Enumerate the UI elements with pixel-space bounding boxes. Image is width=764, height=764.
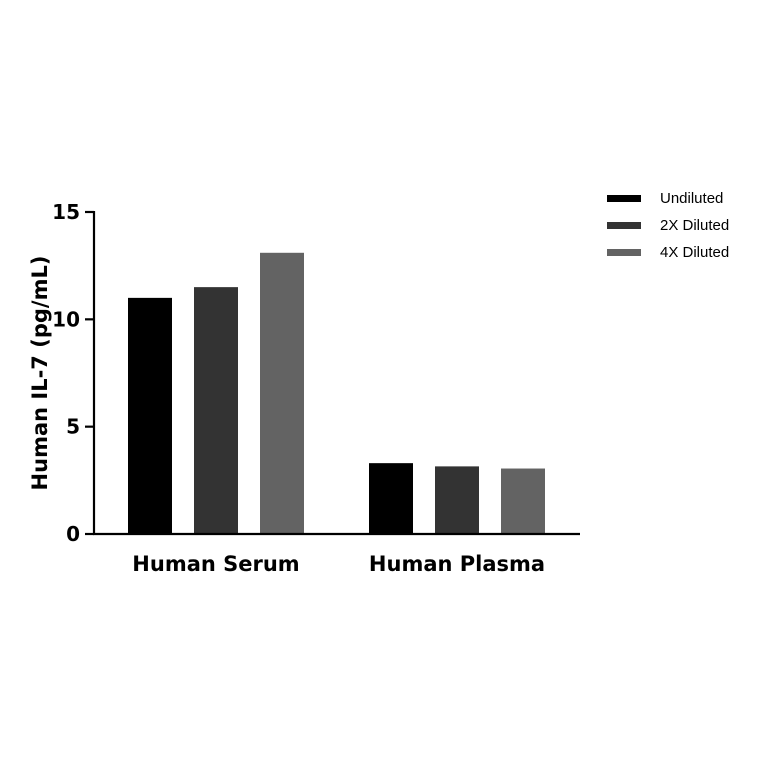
legend-swatch (607, 249, 641, 256)
y-ticks-group: 0 5 10 15 (52, 200, 94, 546)
x-labels-group: Human Serum Human Plasma (132, 552, 545, 576)
legend-label: Undiluted (660, 190, 723, 207)
bar-4x-diluted-human-serum (260, 252, 304, 534)
y-axis-label: Human IL-7 (pg/mL) (28, 256, 52, 491)
bar-4x-diluted-human-plasma (501, 468, 545, 534)
y-tick-label: 5 (66, 415, 80, 439)
bar-2x-diluted-human-plasma (435, 466, 479, 534)
legend-label: 2X Diluted (660, 217, 729, 234)
bar-undiluted-human-serum (128, 297, 172, 534)
x-category-label: Human Plasma (369, 552, 545, 576)
y-tick-label: 0 (66, 522, 80, 546)
y-tick-label: 10 (52, 307, 80, 331)
bar-2x-diluted-human-serum (194, 287, 238, 534)
legend-swatch (607, 195, 641, 202)
bars-group (128, 252, 545, 534)
y-tick-label: 15 (52, 200, 80, 224)
x-category-label: Human Serum (132, 552, 299, 576)
bar-undiluted-human-plasma (369, 463, 413, 534)
legend-swatch (607, 222, 641, 229)
legend: Undiluted 2X Diluted 4X Diluted (607, 190, 729, 261)
legend-label: 4X Diluted (660, 244, 729, 261)
